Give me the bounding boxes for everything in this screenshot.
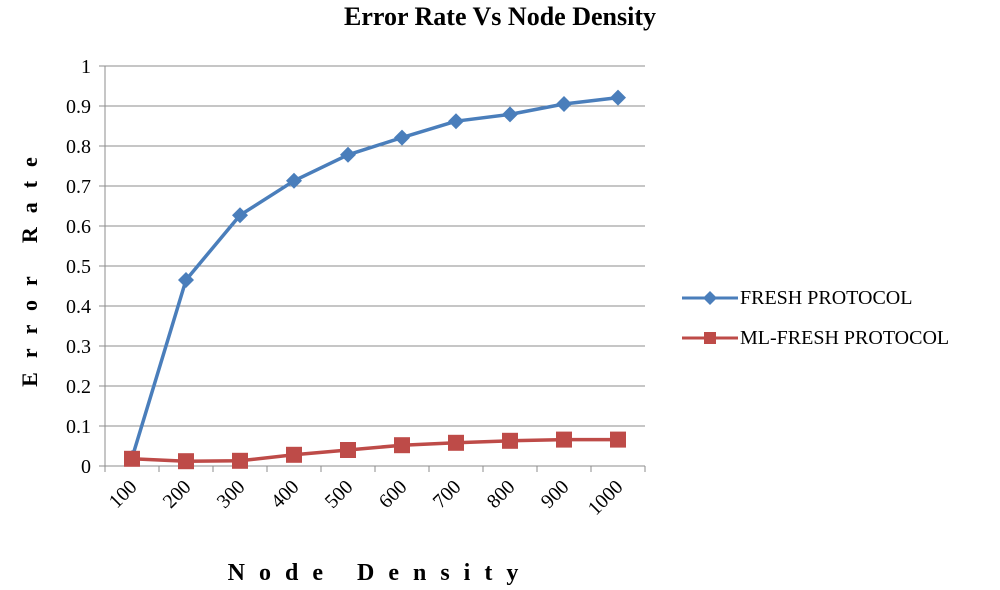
legend-label-fresh: FRESH PROTOCOL (740, 287, 913, 309)
data-point (232, 207, 248, 224)
y-tick-label: 0.9 (66, 96, 91, 118)
data-point (394, 437, 410, 454)
data-point (178, 453, 194, 470)
data-point (610, 431, 626, 448)
data-point (502, 432, 518, 449)
data-point (502, 106, 518, 123)
data-point (556, 96, 572, 112)
x-axis-label: Node Density (227, 560, 533, 586)
legend-swatch-ml-fresh (682, 332, 738, 344)
y-tick-label: 0.5 (66, 256, 91, 278)
x-tick-label: 400 (267, 476, 304, 513)
y-tick-label: 0.1 (66, 416, 91, 438)
series-line-1 (130, 95, 619, 459)
y-tick-label: 0.8 (66, 136, 91, 158)
data-point (124, 450, 140, 467)
x-tick-label: 100 (105, 476, 142, 513)
data-point (340, 442, 356, 458)
y-tick-label: 0.2 (66, 376, 91, 398)
y-tick-label: 0.3 (66, 336, 91, 358)
series-line-2 (131, 437, 618, 463)
data-point (394, 129, 410, 146)
legend-swatch-fresh (682, 291, 738, 305)
data-point (448, 113, 464, 130)
chart-title: Error Rate Vs Node Density (344, 2, 656, 31)
x-tick-label: 200 (159, 476, 196, 513)
y-tick-label: 0.6 (66, 216, 91, 238)
x-tick-label: 300 (213, 476, 250, 513)
x-tick-label: 1000 (584, 476, 628, 520)
data-point (340, 146, 356, 163)
y-tick-label: 0.4 (66, 296, 91, 318)
x-tick-label: 700 (429, 476, 466, 513)
data-point (448, 434, 464, 451)
x-tick-label: 500 (321, 476, 358, 513)
y-tick-label: 1 (81, 56, 91, 78)
y-tick-label: 0 (81, 456, 91, 478)
data-point (286, 446, 302, 463)
data-point (232, 452, 248, 469)
legend-label-ml-fresh: ML-FRESH PROTOCOL (740, 327, 950, 349)
data-point (556, 431, 572, 448)
data-point (610, 89, 626, 106)
y-tick-label: 0.7 (66, 176, 91, 198)
x-tick-label: 900 (537, 476, 574, 513)
x-tick-label: 800 (483, 476, 520, 513)
data-point (286, 172, 302, 189)
x-tick-label: 600 (375, 476, 412, 513)
data-point (178, 272, 194, 288)
